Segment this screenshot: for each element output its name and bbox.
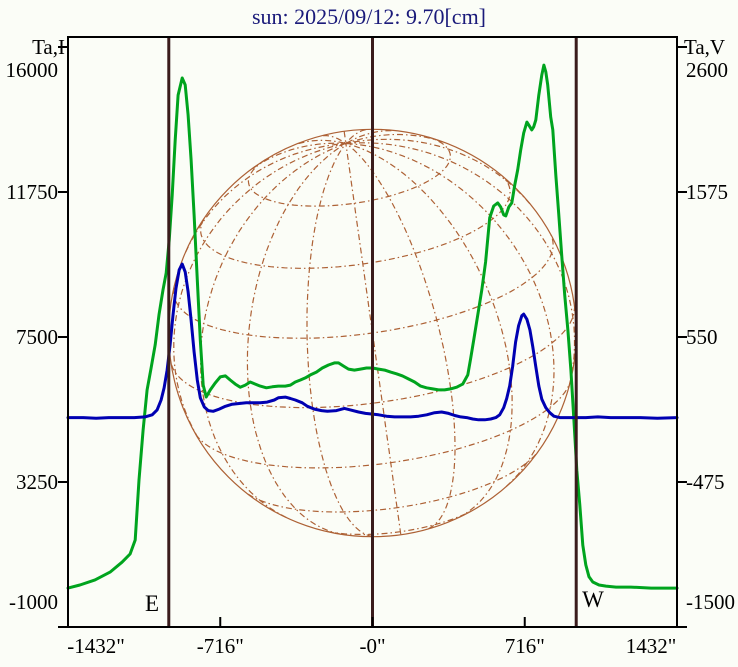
y-right-tick-label: -475: [686, 470, 725, 494]
limb-lines-layer: [167, 37, 578, 627]
y-left-axis-title: Ta,I: [32, 35, 65, 59]
y-right-axis-title: Ta,V: [684, 35, 725, 59]
y-right-tick-label: 2600: [686, 58, 728, 82]
x-axis-tick-label: -716": [197, 634, 244, 658]
y-left-tick-label: 11750: [6, 180, 58, 204]
y-left-tick-label: 16000: [6, 58, 59, 82]
y-right-tick-label: 550: [686, 325, 718, 349]
y-right-tick-label: 1575: [686, 180, 728, 204]
x-axis-tick-label: -0": [359, 634, 385, 658]
y-left-tick-label: 7500: [16, 325, 58, 349]
x-axis-tick-label: 716": [505, 634, 545, 658]
series-layer: [66, 63, 679, 590]
x-axis-tick-label: -1432": [67, 634, 125, 658]
solar-latlon-grid: [171, 129, 576, 538]
plot-frame-layer: [58, 36, 687, 628]
series-curve-ta-i: [66, 63, 679, 590]
y-right-tick-label: -1500: [686, 590, 735, 614]
x-axis-tick-label: 1432": [626, 634, 677, 658]
east-limb-label: E: [145, 591, 159, 616]
series-curve-ta-v: [66, 262, 679, 422]
west-limb-label: W: [582, 587, 604, 612]
tick-labels-layer: 16000 11750 7500 3250 -1000 2600 1575 550 -475 -1…: [6, 58, 736, 658]
y-left-tick-label: 3250: [16, 470, 58, 494]
y-left-tick-label: -1000: [9, 590, 58, 614]
chart-title: sun: 2025/09/12: 9.70[cm]: [252, 4, 486, 29]
